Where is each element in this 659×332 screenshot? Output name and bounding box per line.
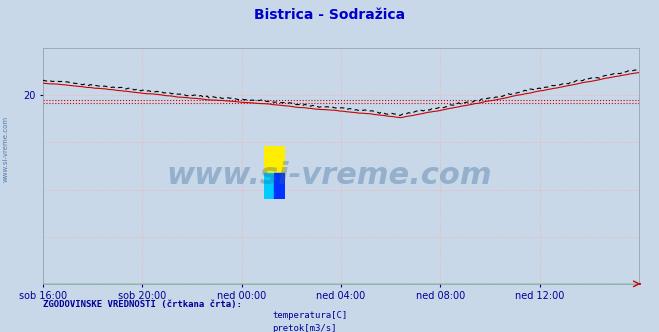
Bar — [274, 173, 285, 199]
Bar — [264, 146, 285, 173]
Text: ZGODOVINSKE VREDNOSTI (črtkana črta):: ZGODOVINSKE VREDNOSTI (črtkana črta): — [43, 300, 242, 309]
Text: www.si-vreme.com: www.si-vreme.com — [2, 116, 9, 183]
Bar — [264, 173, 274, 199]
Text: www.si-vreme.com: www.si-vreme.com — [167, 161, 492, 191]
Text: pretok[m3/s]: pretok[m3/s] — [272, 324, 337, 332]
Text: Bistrica - Sodražica: Bistrica - Sodražica — [254, 8, 405, 22]
Text: temperatura[C]: temperatura[C] — [272, 310, 347, 320]
